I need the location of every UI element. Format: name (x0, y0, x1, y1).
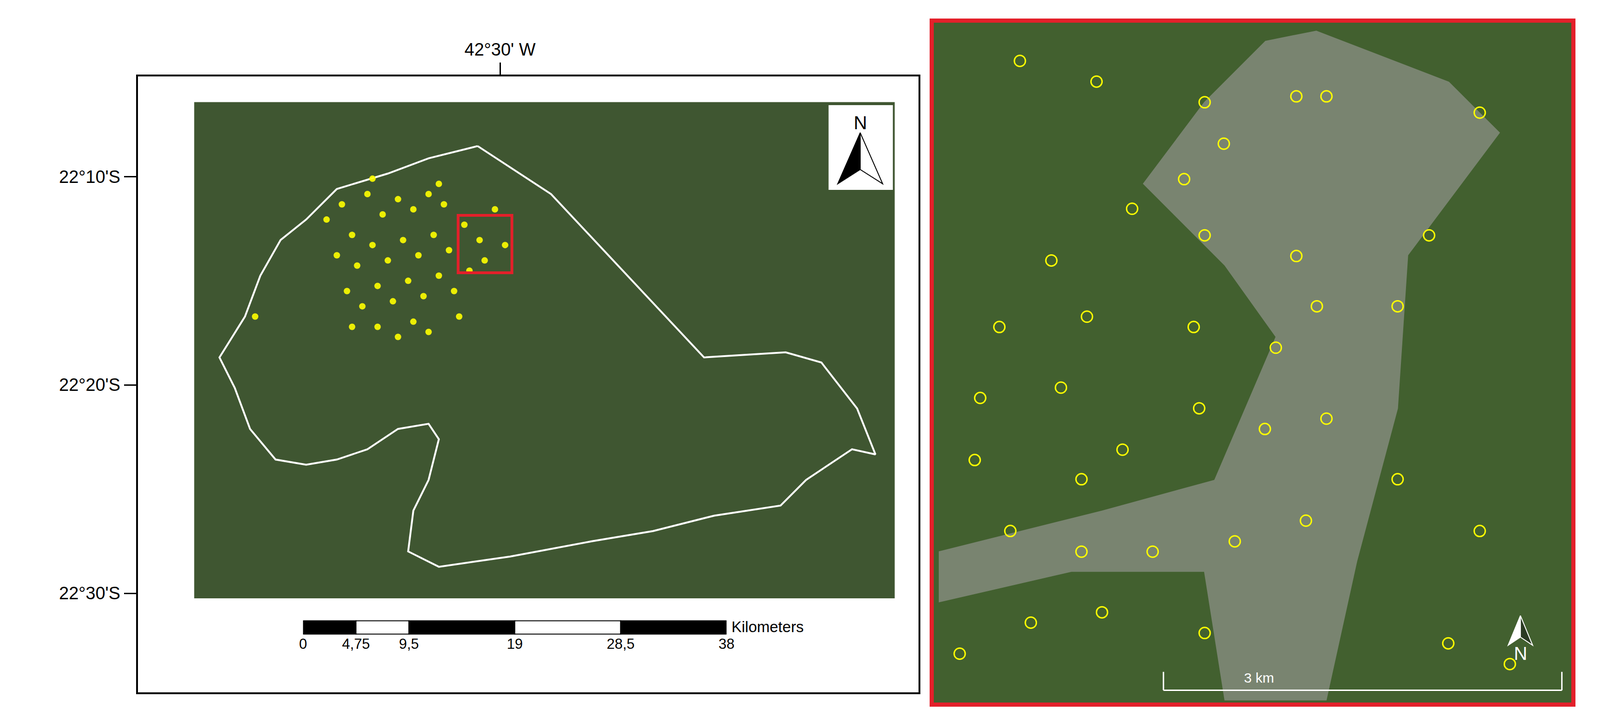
svg-text:Kilometers: Kilometers (731, 618, 804, 636)
svg-text:22°20'S: 22°20'S (59, 375, 121, 395)
svg-text:22°30'S: 22°30'S (59, 583, 121, 603)
svg-text:42°30' W: 42°30' W (464, 39, 536, 60)
svg-text:22°10'S: 22°10'S (59, 167, 121, 187)
svg-text:N: N (1513, 643, 1528, 664)
svg-text:28,5: 28,5 (606, 635, 635, 652)
svg-text:4,75: 4,75 (342, 635, 370, 652)
svg-text:0: 0 (299, 635, 307, 652)
svg-text:3 km: 3 km (1243, 669, 1275, 686)
svg-text:N: N (853, 112, 868, 133)
svg-text:19: 19 (506, 635, 523, 652)
svg-text:38: 38 (718, 635, 735, 652)
svg-text:9,5: 9,5 (399, 635, 419, 652)
